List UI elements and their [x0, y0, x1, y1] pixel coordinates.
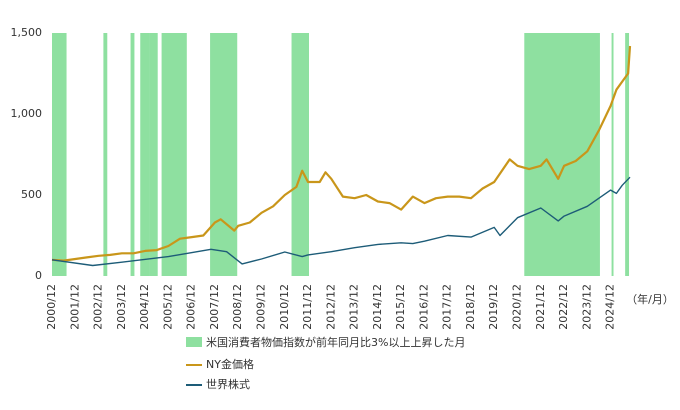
- x-tick-label: 2023/12: [580, 284, 593, 330]
- y-tick-label: 1,000: [11, 107, 43, 120]
- x-tick-label: 2000/12: [45, 284, 58, 330]
- x-tick-label: 2008/12: [231, 284, 244, 330]
- x-tick-label: 2010/12: [278, 284, 291, 330]
- x-tick-label: 2017/12: [441, 284, 454, 330]
- x-tick-label: 2009/12: [254, 284, 267, 330]
- x-tick-label: 2016/12: [417, 284, 430, 330]
- x-unit-label: （年/月）: [626, 292, 674, 306]
- x-tick-label: 2004/12: [138, 284, 151, 330]
- cpi-band: [611, 33, 614, 276]
- x-tick-label: 2006/12: [185, 284, 198, 330]
- cpi-band: [524, 33, 600, 276]
- y-tick-label: 0: [35, 269, 42, 282]
- cpi-band: [103, 33, 108, 276]
- legend-swatch: [186, 337, 202, 347]
- x-tick-label: 2015/12: [394, 284, 407, 330]
- x-tick-label: 2013/12: [348, 284, 361, 330]
- series-line: [51, 176, 631, 267]
- cpi-band: [210, 33, 238, 276]
- cpi-band: [52, 33, 67, 276]
- x-tick-label: 2020/12: [511, 284, 524, 330]
- y-tick-label: 500: [21, 188, 42, 201]
- x-tick-label: 2024/12: [604, 284, 617, 330]
- x-tick-label: 2002/12: [92, 284, 105, 330]
- legend-label: 世界株式: [206, 377, 250, 391]
- x-tick-label: 2007/12: [208, 284, 221, 330]
- cpi-band: [625, 33, 630, 276]
- x-tick-label: 2003/12: [115, 284, 128, 330]
- legend-label: 米国消費者物価指数が前年同月比3%以上上昇した月: [206, 335, 465, 349]
- x-tick-label: 2011/12: [301, 284, 314, 330]
- x-tick-label: 2019/12: [487, 284, 500, 330]
- series-line: [51, 45, 632, 262]
- x-tick-label: 2005/12: [161, 284, 174, 330]
- x-tick-label: 2021/12: [534, 284, 547, 330]
- cpi-band: [130, 33, 135, 276]
- legend-label: NY金価格: [206, 357, 254, 371]
- cpi-band: [149, 33, 158, 276]
- x-tick-label: 2018/12: [464, 284, 477, 330]
- cpi-band: [161, 33, 187, 276]
- x-tick-label: 2001/12: [68, 284, 81, 330]
- y-tick-label: 1,500: [11, 26, 43, 39]
- cpi-band: [291, 33, 309, 276]
- x-tick-label: 2014/12: [371, 284, 384, 330]
- cpi-band: [140, 33, 150, 276]
- x-tick-label: 2022/12: [557, 284, 570, 330]
- x-tick-label: 2012/12: [324, 284, 337, 330]
